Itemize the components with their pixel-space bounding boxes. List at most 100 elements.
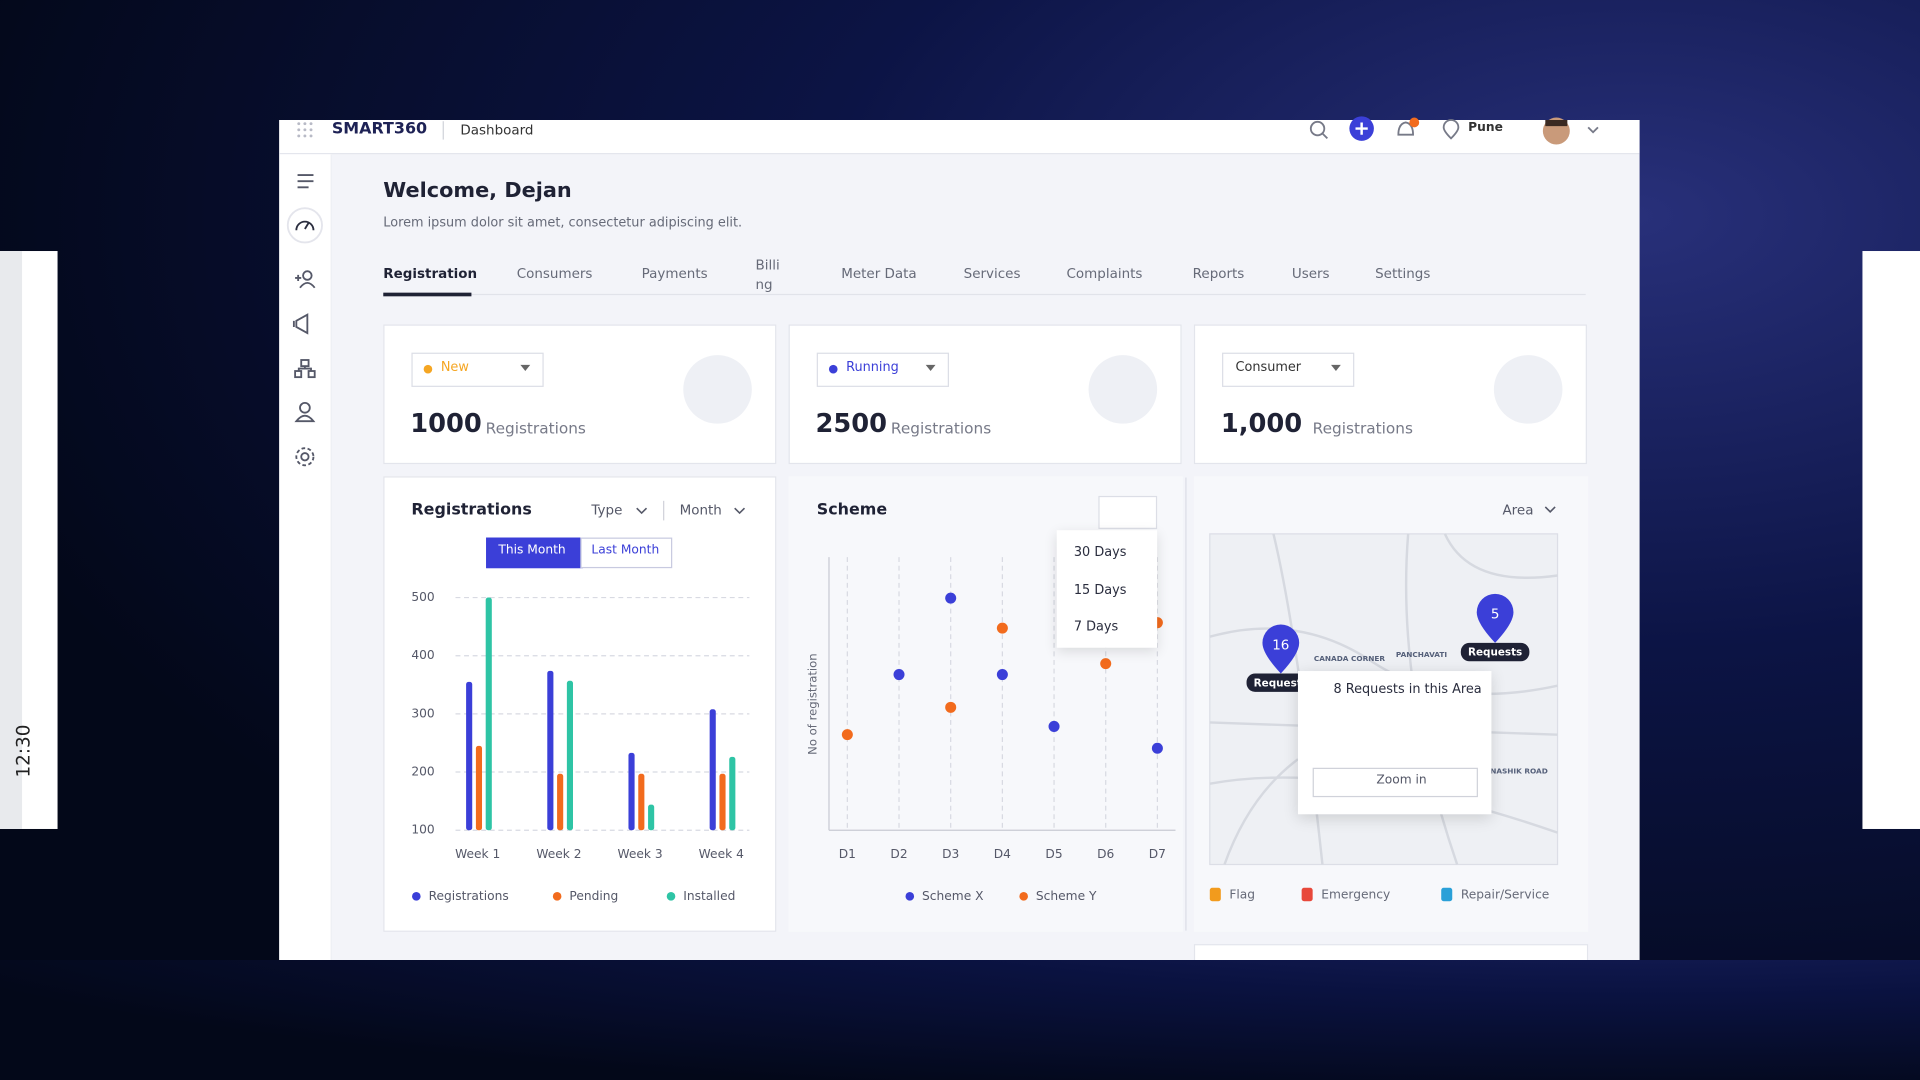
y-axis-label: No of registration (806, 653, 820, 754)
tab[interactable]: Services (963, 265, 1021, 282)
tab[interactable]: Reports (1192, 265, 1245, 282)
right-panel (1862, 251, 1920, 829)
bar (557, 773, 564, 831)
map-road (1223, 758, 1299, 865)
point (1048, 720, 1060, 732)
map-place: NASHIK ROAD (1490, 766, 1548, 775)
legend-swatch (666, 892, 676, 901)
x-tick-label: D5 (1045, 847, 1062, 861)
menu-item[interactable]: 30 Days (1073, 544, 1127, 560)
count-label: Registrations (1312, 418, 1413, 438)
tab[interactable]: Payments (641, 265, 708, 282)
legend-swatch (1019, 892, 1028, 901)
profile-caret[interactable] (1587, 126, 1599, 134)
legend-label: Registrations (429, 889, 509, 903)
range-menu (1056, 530, 1158, 648)
point (893, 669, 905, 681)
x-tick-label: Week 2 (536, 847, 581, 861)
pin-count: 16 (1272, 638, 1289, 653)
map-place: CANADA CORNER (1314, 654, 1386, 663)
screen-bottom (0, 960, 1920, 1080)
tab[interactable]: Consumers (516, 265, 593, 282)
tab[interactable]: Complaints (1066, 265, 1143, 282)
nav-dashboard[interactable] (286, 207, 323, 244)
count: 1000 (410, 408, 482, 439)
page-name: Dashboard (460, 122, 534, 139)
map-pin[interactable] (1476, 593, 1514, 643)
x-tick-label: Week 1 (455, 847, 500, 861)
range-button[interactable] (1098, 495, 1158, 529)
tab[interactable]: Registration (383, 265, 478, 282)
bar (566, 680, 574, 831)
stat-card (1193, 324, 1587, 465)
toggle-active (486, 537, 583, 569)
toggle-option[interactable]: Last Month (591, 543, 660, 558)
zoom-label[interactable]: Zoom in (1376, 773, 1427, 788)
sidebar (279, 154, 332, 961)
guide-line (1185, 477, 1187, 931)
filter-caret (734, 507, 746, 515)
y-tick-label: 300 (411, 706, 434, 720)
location[interactable]: Pune (1468, 121, 1503, 135)
menu-item[interactable]: 7 Days (1073, 619, 1119, 635)
filter[interactable]: Month (679, 502, 722, 518)
tab-indicator (383, 292, 472, 297)
notification-badge (1409, 117, 1420, 128)
bar (638, 773, 645, 831)
toggle-option[interactable]: This Month (498, 543, 566, 558)
legend-icon (1441, 887, 1453, 902)
legend-label: Flag (1229, 888, 1255, 902)
illustration-bg (1493, 355, 1563, 424)
y-tick-label: 100 (411, 823, 434, 837)
tab[interactable]: Billing (755, 257, 780, 293)
map-pin[interactable] (1262, 624, 1300, 674)
point (945, 701, 957, 713)
illustration-bg (683, 355, 752, 424)
bar (485, 597, 492, 831)
popup-title: 8 Requests in this Area (1333, 682, 1482, 697)
welcome-subtitle: Lorem ipsum dolor sit amet, consectetur … (383, 215, 743, 231)
legend-label: Installed (683, 889, 735, 903)
point (841, 729, 853, 741)
nav-campaign[interactable] (292, 313, 309, 335)
nav-settings[interactable] (300, 452, 310, 462)
y-tick-label: 500 (411, 590, 434, 604)
tab[interactable]: Users (1291, 265, 1330, 282)
y-tick-label: 400 (411, 648, 434, 662)
bell-icon[interactable] (1397, 121, 1414, 136)
pin-count: 5 (1491, 608, 1500, 623)
pin-label: Requests (1468, 647, 1522, 659)
status-dropdown[interactable] (1222, 352, 1355, 387)
legend-label: Pending (569, 889, 618, 903)
bar (719, 773, 726, 831)
tab[interactable]: Meter Data (841, 265, 917, 282)
map-road (1209, 627, 1558, 696)
x-tick-label: D2 (890, 847, 907, 861)
zoom-button[interactable] (1312, 767, 1478, 798)
point (945, 592, 957, 604)
nav-add-user[interactable] (302, 270, 313, 281)
apps-icon[interactable] (297, 122, 313, 138)
menu-icon[interactable] (297, 174, 314, 189)
search-icon[interactable] (1309, 120, 1326, 137)
legend-icon (1209, 887, 1221, 902)
status-dot (828, 364, 838, 374)
menu-item[interactable]: 15 Days (1073, 582, 1127, 597)
bar (729, 756, 736, 831)
filter[interactable]: Type (591, 502, 623, 518)
y-tick-label: 200 (411, 765, 434, 779)
welcome-title: Welcome, Dejan (383, 178, 572, 204)
pin-label: Requests (1254, 677, 1308, 689)
filter-caret (636, 507, 648, 515)
legend-label: Repair/Service (1461, 888, 1550, 902)
area-filter[interactable]: Area (1502, 502, 1534, 518)
area-caret (1544, 506, 1556, 513)
nav-profile[interactable] (299, 401, 311, 414)
pin-label-bg (1246, 673, 1316, 692)
x-tick-label: D3 (942, 847, 959, 861)
tab[interactable]: Settings (1375, 265, 1431, 282)
status-dot (423, 364, 433, 374)
legend-swatch (905, 892, 915, 901)
